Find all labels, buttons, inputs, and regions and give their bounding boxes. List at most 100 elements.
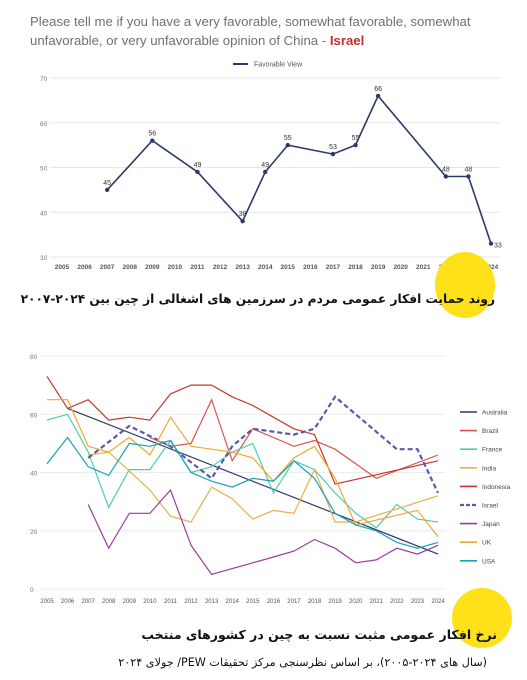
data-point: [150, 138, 155, 143]
y-tick-label: 60: [30, 412, 38, 419]
series-line-uk: [47, 399, 439, 537]
legend-label: Brazil: [482, 428, 499, 435]
data-label: 55: [352, 135, 360, 142]
legend-label: Japan: [482, 521, 500, 528]
legend-label: Israel: [482, 503, 498, 510]
israel-favorable-line-chart: 30 40 50 60 70 2005 2006 2007 2008 2009 2010 2011 20…: [40, 62, 502, 272]
y-tick-label: 0: [30, 587, 34, 594]
x-tick-label: 2016: [303, 264, 318, 271]
series-line-australia: [67, 407, 439, 555]
y-tick-label: 20: [30, 529, 38, 536]
highlight-dot-2: [452, 588, 512, 648]
x-tick-label: 2014: [226, 599, 240, 605]
data-point: [330, 151, 336, 157]
caption-rates-line2: (سال های ۲۰۲۴-۲۰۰۵)، بر اساس نظرسنجی مرک…: [118, 656, 487, 669]
x-tick-label: 2006: [61, 599, 75, 605]
data-point: [443, 174, 449, 179]
x-tick-label: 2018: [308, 599, 322, 605]
question-text: Please tell me if you have a very favora…: [30, 14, 471, 48]
x-tick-label: 2016: [267, 599, 281, 605]
series-line-indonesia: [46, 376, 439, 485]
x-tick-label: 2014: [258, 264, 273, 271]
x-tick-label: 2010: [168, 264, 183, 271]
x-tick-label: 2008: [102, 599, 116, 605]
x-tick-label: 2021: [416, 264, 431, 271]
x-tick-label: 2024: [431, 599, 445, 605]
data-label: 48: [442, 166, 450, 173]
x-tick-label: 2013: [235, 264, 250, 271]
x-tick-label: 2020: [349, 599, 363, 605]
x-tick-label: 2017: [326, 264, 341, 271]
data-label: 49: [194, 162, 202, 169]
data-point: [285, 142, 290, 148]
x-tick-label: 2017: [287, 599, 301, 605]
data-label: 53: [329, 144, 337, 151]
y-tick-label: 70: [40, 76, 48, 83]
x-tick-label: 2005: [55, 264, 70, 271]
x-tick-label: 2007: [81, 599, 95, 605]
x-tick-label: 2019: [328, 599, 342, 605]
series-line-usa: [46, 436, 439, 549]
y-tick-label: 30: [40, 255, 48, 262]
x-tick-label: 2020: [393, 264, 408, 271]
data-point: [488, 241, 494, 246]
data-label: 45: [103, 180, 111, 187]
x-tick-label: 2009: [145, 264, 160, 271]
x-tick-label: 2021: [370, 599, 384, 605]
y-tick-label: 60: [40, 121, 48, 128]
series-line-france: [46, 413, 439, 529]
x-tick-label: 2024: [484, 264, 499, 271]
data-point: [353, 142, 358, 148]
x-tick-label: 2008: [123, 264, 138, 271]
x-tick-label: 2012: [213, 264, 228, 271]
data-label: 49: [261, 162, 269, 169]
data-point: [240, 219, 245, 224]
data-label: 48: [465, 166, 473, 173]
y-tick-label: 40: [30, 471, 38, 478]
x-tick-label: 2022: [390, 599, 404, 605]
selected-countries-line-chart: 0 20 40 60 80 2005 2006 2007 2008 2009 2010 2011 201…: [30, 354, 511, 605]
series-line-japan: [87, 488, 439, 576]
country-highlight: Israel: [329, 33, 365, 48]
x-tick-label: 2011: [164, 599, 178, 605]
legend-label: Indonesia: [482, 484, 511, 491]
x-tick-label: 2009: [123, 599, 137, 605]
caption-trend: روند حمایت افکار عمومی مردم در سرزمین ها…: [20, 292, 495, 306]
data-label: 38: [239, 211, 247, 218]
x-tick-label: 2011: [190, 264, 204, 271]
data-point: [195, 169, 200, 175]
x-tick-label: 2018: [348, 264, 363, 271]
data-point: [375, 93, 381, 99]
legend-label: USA: [482, 558, 496, 565]
x-tick-label: 2012: [184, 599, 198, 605]
data-point: [466, 174, 471, 179]
x-tick-label: 2010: [143, 599, 157, 605]
legend-label: Australia: [482, 410, 508, 417]
legend-label: France: [482, 447, 503, 454]
legend-label: UK: [482, 540, 492, 547]
highlight-dot-1: [435, 252, 495, 318]
data-label: 55: [284, 135, 292, 142]
chart-question-title: Please tell me if you have a very favora…: [30, 12, 510, 50]
x-tick-label: 2013: [205, 599, 219, 605]
data-label: 66: [374, 86, 382, 93]
caption-rates-line1: نرخ افکار عمومی مثبت نسبت به چین در کشور…: [141, 627, 497, 642]
data-label: 33: [494, 243, 502, 250]
x-tick-label: 2005: [40, 599, 54, 605]
data-point: [104, 187, 110, 193]
series-line-favorable: [106, 94, 492, 244]
data-label: 56: [148, 131, 156, 138]
legend-label: India: [482, 465, 496, 472]
y-tick-label: 40: [40, 210, 48, 217]
legend-label: Favorable View: [254, 62, 303, 69]
x-tick-label: 2019: [371, 264, 386, 271]
series-line-brazil: [149, 398, 439, 479]
y-tick-label: 80: [30, 354, 38, 361]
y-tick-label: 50: [40, 166, 48, 173]
x-tick-label: 2015: [281, 264, 296, 271]
series-line-india: [88, 451, 439, 523]
x-tick-label: 2006: [77, 264, 92, 271]
x-tick-label: 2007: [100, 264, 115, 271]
x-tick-label: 2023: [411, 599, 425, 605]
x-tick-label: 2015: [246, 599, 260, 605]
